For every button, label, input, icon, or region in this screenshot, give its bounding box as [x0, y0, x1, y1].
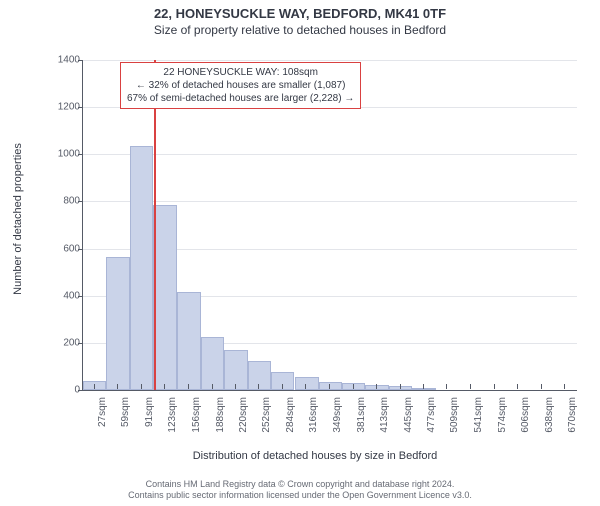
x-tick [117, 384, 118, 389]
x-tick-label: 123sqm [167, 397, 178, 447]
x-tick [517, 384, 518, 389]
y-axis-label: Number of detached properties [12, 143, 24, 295]
gridline-h [83, 201, 577, 202]
y-tick-label: 1200 [40, 102, 80, 113]
gridline-h [83, 154, 577, 155]
x-tick [541, 384, 542, 389]
x-tick [494, 384, 495, 389]
x-tick-label: 445sqm [403, 397, 414, 447]
histogram-bar [201, 337, 224, 390]
x-tick [564, 384, 565, 389]
annotation-line-3: 67% of semi-detached houses are larger (… [127, 92, 354, 105]
x-tick-label: 541sqm [473, 397, 484, 447]
x-tick-label: 59sqm [120, 397, 131, 447]
x-tick [305, 384, 306, 389]
footer-line-2: Contains public sector information licen… [0, 490, 600, 502]
histogram-bar [295, 377, 319, 390]
x-tick [235, 384, 236, 389]
y-tick-label: 800 [40, 196, 80, 207]
x-axis-label: Distribution of detached houses by size … [48, 450, 582, 462]
x-tick-label: 509sqm [449, 397, 460, 447]
x-tick-label: 349sqm [332, 397, 343, 447]
histogram-bar [106, 257, 129, 390]
x-tick-label: 606sqm [520, 397, 531, 447]
x-tick-label: 27sqm [97, 397, 108, 447]
y-tick-label: 600 [40, 243, 80, 254]
x-tick-label: 156sqm [191, 397, 202, 447]
y-tick-label: 1000 [40, 149, 80, 160]
x-tick-label: 638sqm [544, 397, 555, 447]
y-tick-label: 1400 [40, 55, 80, 66]
x-tick-label: 188sqm [215, 397, 226, 447]
x-tick [164, 384, 165, 389]
histogram-bar [130, 146, 153, 390]
histogram-bar [177, 292, 200, 390]
footer-line-1: Contains HM Land Registry data © Crown c… [0, 479, 600, 491]
x-tick [258, 384, 259, 389]
x-tick-label: 316sqm [308, 397, 319, 447]
histogram-bar [412, 388, 435, 390]
x-tick-label: 252sqm [261, 397, 272, 447]
x-tick [212, 384, 213, 389]
histogram-bar [389, 386, 412, 390]
y-tick-label: 400 [40, 290, 80, 301]
histogram-bar [83, 381, 106, 390]
x-tick-label: 220sqm [238, 397, 249, 447]
x-tick-label: 574sqm [497, 397, 508, 447]
x-tick-label: 284sqm [285, 397, 296, 447]
x-tick [141, 384, 142, 389]
chart-title-main: 22, HONEYSUCKLE WAY, BEDFORD, MK41 0TF [0, 6, 600, 21]
x-tick [423, 384, 424, 389]
x-tick [400, 384, 401, 389]
plot-area [82, 60, 577, 391]
x-tick-label: 381sqm [356, 397, 367, 447]
histogram-bar [153, 205, 177, 390]
footer-attribution: Contains HM Land Registry data © Crown c… [0, 479, 600, 502]
x-tick [470, 384, 471, 389]
y-tick-label: 0 [40, 385, 80, 396]
x-tick-label: 91sqm [144, 397, 155, 447]
chart-container: Number of detached properties Distributi… [48, 54, 582, 434]
x-tick-label: 670sqm [567, 397, 578, 447]
annotation-line-2: ← 32% of detached houses are smaller (1,… [127, 79, 354, 92]
x-tick [188, 384, 189, 389]
annotation-box: 22 HONEYSUCKLE WAY: 108sqm← 32% of detac… [120, 62, 361, 109]
x-tick-label: 413sqm [379, 397, 390, 447]
chart-title-sub: Size of property relative to detached ho… [0, 23, 600, 37]
y-tick-label: 200 [40, 337, 80, 348]
x-tick [329, 384, 330, 389]
x-tick [282, 384, 283, 389]
x-tick [353, 384, 354, 389]
x-tick [94, 384, 95, 389]
annotation-line-1: 22 HONEYSUCKLE WAY: 108sqm [127, 66, 354, 79]
histogram-bar [319, 382, 342, 390]
x-tick [446, 384, 447, 389]
reference-marker-line [154, 60, 156, 390]
gridline-h [83, 60, 577, 61]
histogram-bar [271, 372, 294, 390]
x-tick-label: 477sqm [426, 397, 437, 447]
x-tick [376, 384, 377, 389]
